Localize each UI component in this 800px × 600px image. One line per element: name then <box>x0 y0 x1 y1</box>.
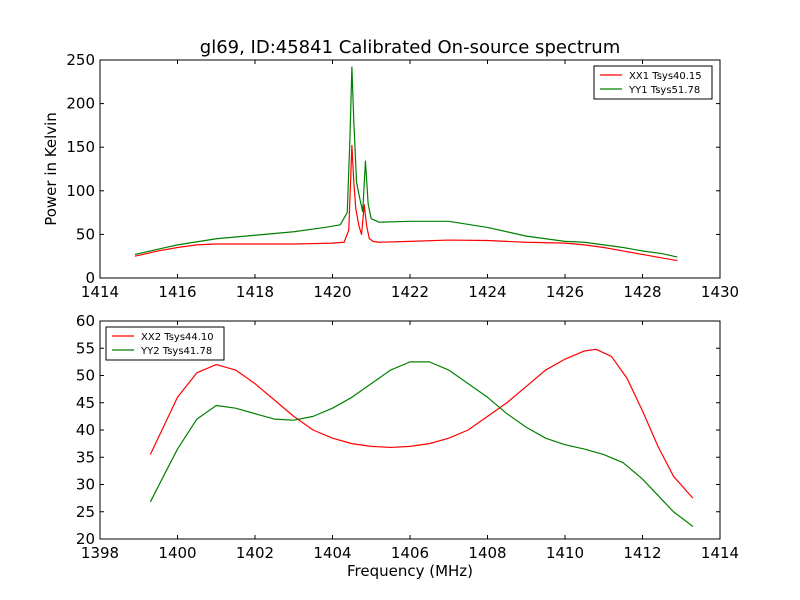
bottom-y-tick-label: 35 <box>76 448 95 466</box>
bottom-y-tick-label: 20 <box>76 530 95 548</box>
bottom-y-tick-label: 30 <box>76 476 95 494</box>
top-legend-label: XX1 Tsys40.15 <box>629 71 702 82</box>
bottom-y-tick-label: 60 <box>76 312 95 330</box>
bottom-legend-label: XX2 Tsys44.10 <box>141 332 214 343</box>
top-plot: 1414 1416 1418 1420 1422 1424 1426 1428 1430 0 50 1… <box>42 51 739 301</box>
top-x-tick-label: 1426 <box>546 283 584 301</box>
top-x-tick-label: 1414 <box>81 283 119 301</box>
bottom-y-tick-label: 55 <box>76 339 95 357</box>
bottom-x-tick-label: 1400 <box>158 544 196 562</box>
top-x-tick-label: 1422 <box>391 283 429 301</box>
bottom-x-tick-label: 1404 <box>313 544 351 562</box>
top-x-tick-label: 1424 <box>468 283 506 301</box>
bottom-x-tick-label: 1402 <box>236 544 274 562</box>
chart-title: gl69, ID:45841 Calibrated On-source spec… <box>200 37 620 58</box>
bottom-y-tick-label: 25 <box>76 503 95 521</box>
bottom-legend: XX2 Tsys44.10 YY2 Tsys41.78 <box>105 326 225 361</box>
top-y-tick-label: 50 <box>76 225 95 243</box>
top-x-tick-label: 1416 <box>158 283 196 301</box>
top-legend-box <box>593 65 713 100</box>
bottom-legend-box <box>105 326 225 361</box>
top-legend: XX1 Tsys40.15 YY1 Tsys51.78 <box>593 65 713 100</box>
bottom-series-line-1 <box>149 348 694 499</box>
top-x-tick-label: 1430 <box>701 283 739 301</box>
top-y-tick-label: 250 <box>66 51 95 69</box>
top-x-tick-label: 1418 <box>236 283 274 301</box>
bottom-series-line-2 <box>149 361 694 527</box>
bottom-x-tick-label: 1398 <box>81 544 119 562</box>
bottom-x-tick-label: 1414 <box>701 544 739 562</box>
top-y-tick-label: 0 <box>85 269 95 287</box>
top-y-axis-label: Power in Kelvin <box>42 112 60 226</box>
bottom-x-tick-label: 1408 <box>468 544 506 562</box>
bottom-x-tick-label: 1406 <box>391 544 429 562</box>
bottom-x-tick-label: 1410 <box>546 544 584 562</box>
top-x-tick-label: 1428 <box>623 283 661 301</box>
bottom-x-tick-label: 1412 <box>623 544 661 562</box>
top-x-tick-label: 1420 <box>313 283 351 301</box>
bottom-y-tick-label: 40 <box>76 421 95 439</box>
bottom-y-tick-label: 50 <box>76 367 95 385</box>
bottom-plot: 1398 1400 1402 1404 1406 1408 1410 1412 1414 20 25… <box>76 312 739 580</box>
top-y-tick-label: 200 <box>66 95 95 113</box>
bottom-x-axis-label: Frequency (MHz) <box>347 562 473 580</box>
bottom-legend-label: YY2 Tsys41.78 <box>140 346 212 357</box>
bottom-y-tick-label: 45 <box>76 394 95 412</box>
top-y-tick-label: 100 <box>66 182 95 200</box>
top-y-tick-label: 150 <box>66 138 95 156</box>
top-series-line-1 <box>134 144 678 262</box>
top-series-line-2 <box>134 66 678 258</box>
top-legend-label: YY1 Tsys51.78 <box>628 85 700 96</box>
